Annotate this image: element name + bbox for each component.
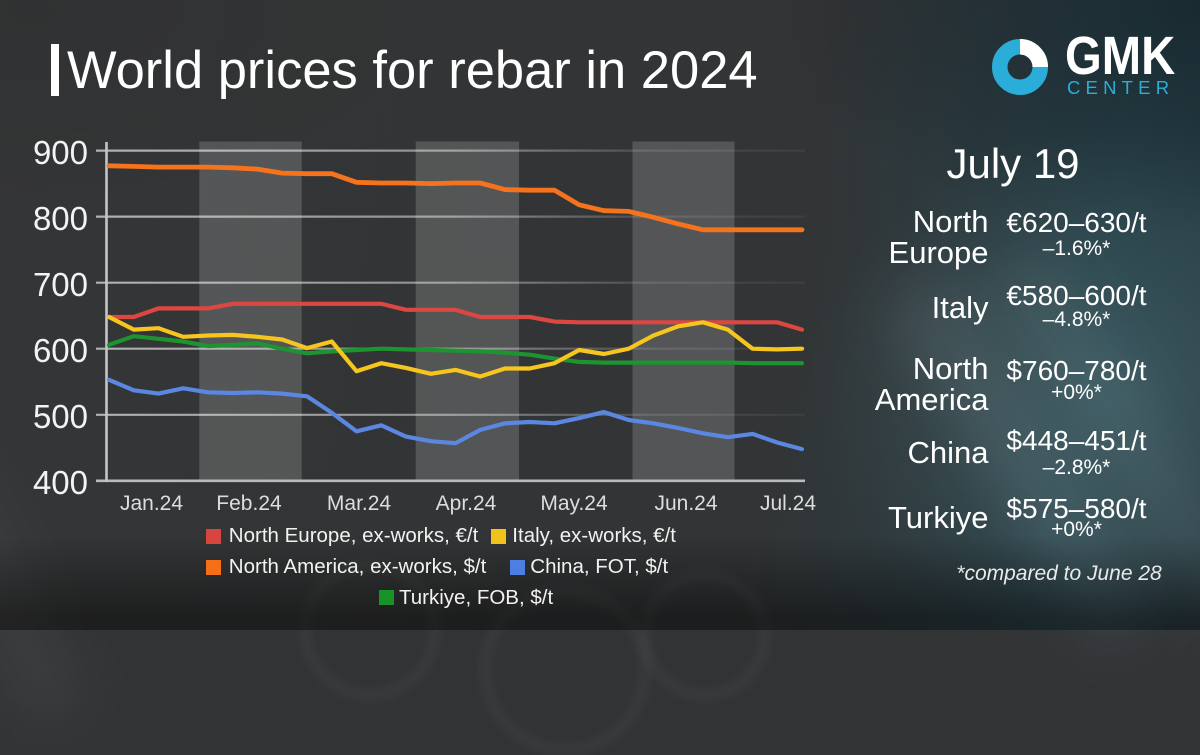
svg-text:800: 800 — [33, 200, 88, 237]
svg-text:Jan.24: Jan.24 — [120, 492, 183, 515]
svg-text:May.24: May.24 — [540, 492, 608, 515]
svg-text:Jun.24: Jun.24 — [654, 492, 717, 515]
svg-text:Feb.24: Feb.24 — [216, 492, 282, 515]
svg-text:600: 600 — [33, 332, 88, 369]
svg-text:400: 400 — [33, 464, 88, 501]
svg-text:900: 900 — [33, 134, 88, 171]
svg-text:Apr.24: Apr.24 — [436, 492, 497, 515]
svg-text:Mar.24: Mar.24 — [327, 492, 392, 515]
svg-text:Jul.24: Jul.24 — [760, 492, 816, 515]
svg-text:700: 700 — [33, 266, 88, 303]
svg-text:500: 500 — [33, 398, 88, 435]
